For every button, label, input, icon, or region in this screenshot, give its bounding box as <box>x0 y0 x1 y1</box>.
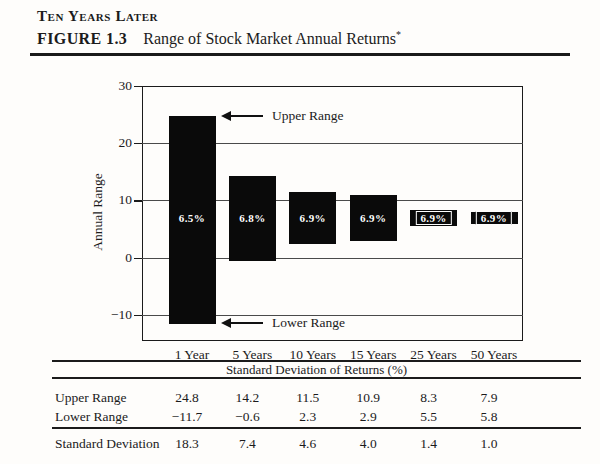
table-cell: 4.0 <box>360 435 377 453</box>
table-cell: 4.6 <box>299 435 316 453</box>
table-row-label: Upper Range <box>55 389 127 407</box>
table-span-header: Standard Deviation of Returns (%) <box>52 362 581 378</box>
table-cell: 8.3 <box>420 389 437 407</box>
table-cell: 7.4 <box>239 435 256 453</box>
table-cell: 2.3 <box>299 408 316 426</box>
table-cell: 1.4 <box>420 435 437 453</box>
table-row: Standard Deviation 18.3 7.4 4.6 4.0 1.4 1.0 <box>0 435 600 453</box>
table-cell: 5.8 <box>481 408 498 426</box>
std-deviation-table: Standard Deviation of Returns (%) Upper … <box>0 0 600 464</box>
table-cell: 7.9 <box>481 389 498 407</box>
table-row-label: Lower Range <box>55 408 128 426</box>
table-cell: 11.5 <box>296 389 319 407</box>
table-cell: 14.2 <box>236 389 260 407</box>
table-cell: 18.3 <box>175 435 199 453</box>
table-cell: 10.9 <box>356 389 380 407</box>
table-cell: −11.7 <box>172 408 203 426</box>
book-page: Ten Years Later FIGURE 1.3Range of Stock… <box>0 0 600 464</box>
table-row: Upper Range 24.8 14.2 11.5 10.9 8.3 7.9 <box>0 389 600 407</box>
table-cell: 5.5 <box>420 408 437 426</box>
table-rule-bottom <box>52 427 581 429</box>
table-cell: 24.8 <box>175 389 199 407</box>
table-rule-mid <box>52 377 581 379</box>
table-cell: 1.0 <box>481 435 498 453</box>
table-row: Lower Range −11.7 −0.6 2.3 2.9 5.5 5.8 <box>0 408 600 426</box>
table-row-label: Standard Deviation <box>55 435 160 453</box>
table-cell: 2.9 <box>360 408 377 426</box>
table-cell: −0.6 <box>235 408 260 426</box>
